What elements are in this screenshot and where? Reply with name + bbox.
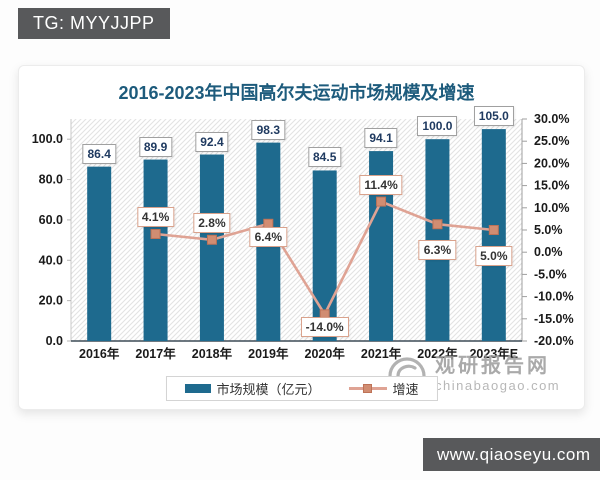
x-axis-label-2018年: 2018年 bbox=[192, 346, 233, 361]
legend-label-market-size: 市场规模（亿元） bbox=[216, 382, 321, 397]
right-axis-tick-label: 5.0% bbox=[534, 223, 563, 237]
bar-2019年 bbox=[256, 142, 281, 341]
chart-legend: 市场规模（亿元） 增速 bbox=[165, 376, 438, 401]
x-axis-label-2022年: 2022年 bbox=[417, 346, 458, 361]
legend-item-market-size: 市场规模（亿元） bbox=[184, 379, 321, 398]
left-axis-tick-label: 0.0 bbox=[46, 334, 63, 348]
right-axis-tick-label: 15.0% bbox=[534, 179, 569, 193]
right-axis-tick-label: 20.0% bbox=[534, 156, 569, 170]
x-axis-label-2017年: 2017年 bbox=[135, 346, 176, 361]
growth-marker-2021年 bbox=[376, 196, 387, 207]
right-axis-tick-label: 30.0% bbox=[534, 112, 569, 126]
chart-card: 2016-2023年中国高尔夫运动市场规模及增速 0.0 20.0 40.0 60.0… bbox=[18, 65, 585, 410]
bar-2017年 bbox=[143, 159, 168, 341]
x-axis-label-2016年: 2016年 bbox=[79, 346, 120, 361]
right-axis-tick-label: -10.0% bbox=[534, 290, 574, 304]
legend-label-growth: 增速 bbox=[392, 382, 419, 397]
site-badge-text: www.qiaoseyu.com bbox=[437, 444, 591, 464]
growth-marker-2020年 bbox=[319, 309, 330, 320]
right-axis-tick-label: -20.0% bbox=[534, 334, 574, 348]
growth-marker-2022年 bbox=[432, 219, 443, 230]
left-axis-tick-label: 100.0 bbox=[32, 132, 63, 146]
left-axis-tick-label: 80.0 bbox=[39, 173, 63, 187]
legend-item-growth: 增速 bbox=[348, 379, 419, 398]
bar-series-swatch-icon bbox=[184, 384, 211, 393]
right-axis-tick-label: -15.0% bbox=[534, 312, 574, 326]
bar-2018年 bbox=[199, 154, 224, 341]
tg-badge: TG: MYYJJPP bbox=[18, 8, 170, 39]
x-axis-label-2023年E: 2023年E bbox=[469, 346, 518, 361]
right-axis-tick-label: 0.0% bbox=[534, 245, 563, 259]
right-axis-tick-label: 10.0% bbox=[534, 201, 569, 215]
chart-title: 2016-2023年中国高尔夫运动市场规模及增速 bbox=[118, 83, 475, 103]
tg-badge-text: TG: MYYJJPP bbox=[33, 13, 155, 33]
bar-2022年 bbox=[425, 139, 450, 341]
growth-marker-2019年 bbox=[263, 218, 274, 229]
x-axis-label-2021年: 2021年 bbox=[361, 346, 402, 361]
growth-marker-2018年 bbox=[206, 234, 217, 245]
left-axis-tick-label: 20.0 bbox=[39, 294, 63, 308]
bar-2016年 bbox=[87, 166, 112, 341]
x-axis-label-2019年: 2019年 bbox=[248, 346, 289, 361]
left-axis-tick-label: 40.0 bbox=[39, 253, 63, 267]
bar-2021年 bbox=[369, 151, 394, 341]
chart-plot: 0.0 20.0 40.0 60.0 80.0 100.0 30.0% 25.0% 20.0% 1… bbox=[32, 112, 574, 361]
x-axis-label-2020年: 2020年 bbox=[305, 346, 346, 361]
right-axis-tick-label: -5.0% bbox=[534, 267, 567, 281]
growth-marker-2023年E bbox=[488, 225, 499, 235]
line-series-swatch-icon bbox=[348, 383, 387, 394]
right-axis-tick-label: 25.0% bbox=[534, 134, 569, 148]
bar-2023年E bbox=[481, 129, 506, 341]
growth-marker-2017年 bbox=[150, 228, 161, 239]
plot-area bbox=[71, 119, 522, 341]
left-axis-tick-label: 60.0 bbox=[39, 213, 63, 227]
site-badge: www.qiaoseyu.com bbox=[423, 438, 600, 471]
